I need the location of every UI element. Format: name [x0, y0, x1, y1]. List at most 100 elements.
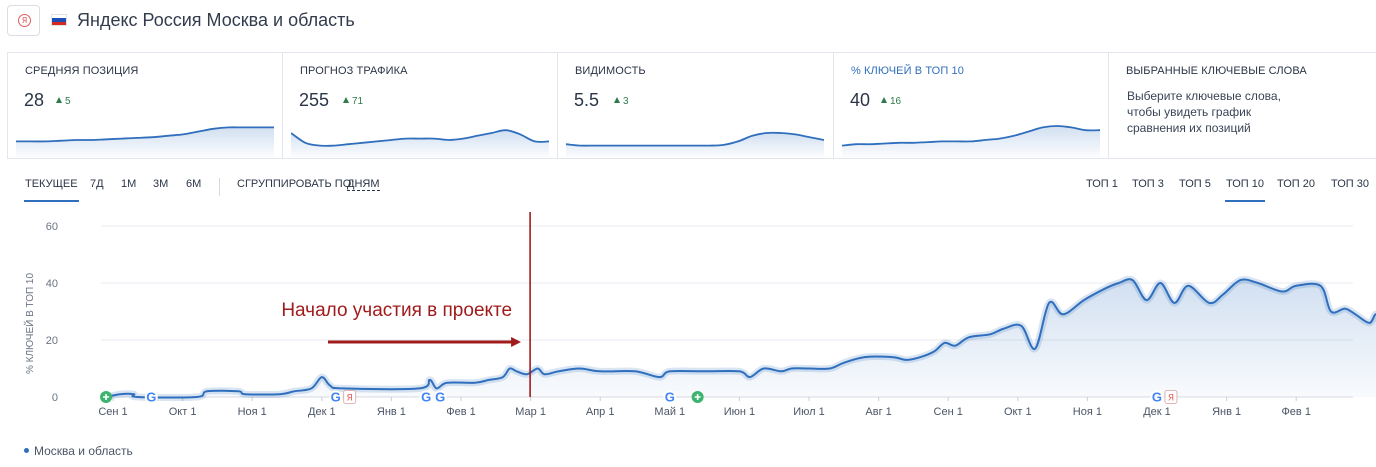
up-arrow-icon: [614, 97, 620, 103]
card-label: ВИДИМОСТЬ: [575, 65, 646, 77]
russia-flag-icon: [51, 14, 67, 26]
event-google-icon-glyph: G: [421, 390, 431, 405]
x-tick-label: Янв 1: [1212, 406, 1241, 418]
x-tick-label: Сен 1: [98, 406, 127, 418]
x-tick-label: Янв 1: [377, 406, 406, 418]
x-tick-label: Дек 1: [1143, 406, 1171, 418]
header: Я Яндекс Россия Москва и область: [0, 0, 1376, 44]
region-title[interactable]: Яндекс Россия Москва и область: [77, 10, 355, 30]
card-traffic-forecast[interactable]: ПРОГНОЗ ТРАФИКА 255 71: [283, 53, 558, 159]
x-tick-label: Мар 1: [515, 406, 546, 418]
x-tick-label: Апр 1: [586, 406, 615, 418]
top-20[interactable]: ТОП 20: [1277, 178, 1315, 190]
card-label: % КЛЮЧЕЙ В ТОП 10: [851, 65, 964, 77]
event-yandex-icon-glyph: Я: [1168, 394, 1174, 404]
x-tick-label: Окт 1: [169, 406, 197, 418]
card-top10-keywords[interactable]: % КЛЮЧЕЙ В ТОП 10 40 16: [834, 53, 1109, 159]
sparkline-line: [291, 129, 549, 147]
toolbar-divider: [219, 178, 220, 196]
x-tick-label: Май 1: [654, 406, 685, 418]
period-7d[interactable]: 7Д: [90, 178, 104, 190]
card-visibility[interactable]: ВИДИМОСТЬ 5.5 3: [558, 53, 834, 159]
card-label: СРЕДНЯЯ ПОЗИЦИЯ: [25, 65, 139, 77]
chart-legend[interactable]: Москва и область: [24, 444, 133, 458]
sparkline-area: [291, 130, 549, 157]
chart-toolbar: ТЕКУЩЕЕ 7Д 1М 3М 6М СГРУППИРОВАТЬ ПО: ДН…: [0, 172, 1376, 202]
event-plus-icon-glyph: [103, 394, 110, 400]
x-tick-label: Июл 1: [793, 406, 825, 418]
x-tick-label: Окт 1: [1004, 406, 1032, 418]
sparkline: [291, 129, 549, 157]
card-delta-value: 5: [65, 96, 71, 107]
top-5[interactable]: ТОП 5: [1179, 178, 1211, 190]
y-tick-label: 60: [46, 221, 58, 233]
x-tick-label: Ноя 1: [238, 406, 267, 418]
annotation-text: Начало участия в проекте: [281, 300, 512, 321]
group-by-label: СГРУППИРОВАТЬ ПО:: [237, 178, 355, 190]
card-description: Выберите ключевые слова, чтобы увидеть г…: [1127, 89, 1281, 135]
metric-cards: СРЕДНЯЯ ПОЗИЦИЯ 28 5 ПРОГНОЗ ТРАФИКА 255…: [7, 52, 1376, 159]
event-google-icon: [1150, 390, 1164, 404]
event-google-icon-glyph: G: [1152, 390, 1162, 405]
top-1[interactable]: ТОП 1: [1086, 178, 1118, 190]
card-value: 28: [24, 90, 45, 110]
card-delta-value: 3: [623, 96, 629, 107]
period-6m[interactable]: 6М: [186, 178, 202, 190]
x-tick-label: Дек 1: [308, 406, 336, 418]
top-10[interactable]: ТОП 10: [1225, 178, 1265, 202]
x-tick-label: Сен 1: [934, 406, 963, 418]
sparkline-line: [566, 131, 824, 147]
event-google-icon-glyph: G: [435, 390, 445, 405]
card-delta: 3: [614, 96, 629, 107]
event-google-icon: [419, 390, 433, 404]
x-tick-label: Ноя 1: [1073, 406, 1102, 418]
top10-chart[interactable]: 0 20 40 60 % КЛЮЧЕЙ В ТОП 10 Сен 1 Окт 1 Ноя 1 Д…: [0, 212, 1376, 422]
event-google-icon: [329, 390, 343, 404]
sparkline: [16, 126, 274, 157]
event-google-icon-glyph: G: [146, 390, 156, 405]
card-delta-value: 71: [352, 96, 364, 107]
card-value: 255: [299, 90, 330, 110]
y-tick-label: 20: [46, 335, 58, 347]
sparkline-area: [566, 132, 824, 157]
event-plus-icon-glyph: [694, 394, 701, 400]
up-arrow-icon: [56, 97, 62, 103]
event-google-icon-glyph: G: [331, 390, 341, 405]
event-google-icon: [663, 390, 677, 404]
card-label: ПРОГНОЗ ТРАФИКА: [300, 65, 408, 77]
event-google-icon: [144, 390, 158, 404]
x-tick-label: Фев 1: [1281, 406, 1311, 418]
y-tick-label: 0: [52, 392, 58, 404]
sparkline-area: [16, 127, 274, 157]
card-delta: 71: [343, 96, 363, 107]
sparkline-line: [842, 125, 1100, 147]
event-yandex-icon-glyph: Я: [347, 394, 353, 404]
card-average-position[interactable]: СРЕДНЯЯ ПОЗИЦИЯ 28 5: [8, 53, 283, 159]
group-by-select[interactable]: ДНЯМ: [347, 178, 380, 191]
top-30[interactable]: ТОП 30: [1331, 178, 1369, 190]
sparkline: [842, 125, 1100, 157]
up-arrow-icon: [343, 97, 349, 103]
x-tick-label: Июн 1: [724, 406, 755, 418]
search-engine-button[interactable]: Я: [7, 5, 40, 36]
event-yandex-icon: [343, 390, 357, 404]
series-area: [106, 279, 1376, 398]
period-current[interactable]: ТЕКУЩЕЕ: [24, 178, 79, 202]
yandex-icon: Я: [18, 14, 31, 27]
event-google-icon-glyph: G: [665, 390, 675, 405]
up-arrow-icon: [881, 97, 887, 103]
sparkline: [566, 131, 824, 157]
card-delta: 5: [56, 96, 71, 107]
y-axis-label: % КЛЮЧЕЙ В ТОП 10: [23, 273, 36, 375]
period-1m[interactable]: 1М: [121, 178, 137, 190]
period-3m[interactable]: 3М: [153, 178, 169, 190]
card-delta: 16: [881, 96, 901, 107]
card-selected-keywords[interactable]: ВЫБРАННЫЕ КЛЮЧЕВЫЕ СЛОВА Выберите ключев…: [1109, 53, 1376, 159]
event-google-icon: [433, 390, 447, 404]
card-delta-value: 16: [890, 96, 902, 107]
top-3[interactable]: ТОП 3: [1132, 178, 1164, 190]
card-value: 5.5: [574, 90, 600, 110]
x-tick-label: Авг 1: [865, 406, 891, 418]
sparkline-line: [16, 126, 274, 143]
card-value: 40: [850, 90, 871, 110]
